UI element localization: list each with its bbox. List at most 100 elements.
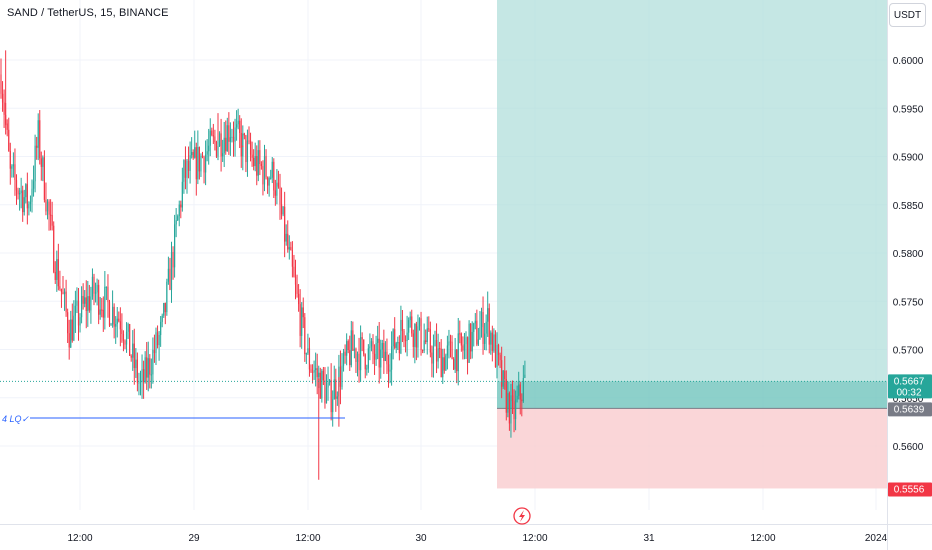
candle-body [288,247,290,250]
candle-body [87,296,89,311]
candle-body [477,339,479,345]
candle-body [19,193,21,195]
x-tick-label: 12:00 [67,533,92,544]
candle-body [270,177,272,179]
candle-body [403,331,405,341]
candle-body [82,295,84,304]
candle-body [324,380,326,404]
candle-body [414,323,416,347]
candle-body [67,312,69,334]
candle-body [465,337,467,345]
candle-body [141,369,143,382]
x-tick-label: 29 [188,533,200,544]
candle-body [377,338,379,343]
candle-body [186,160,188,178]
x-tick-label: 31 [643,533,655,544]
candle-body [342,351,345,366]
y-tick-label: 0.5900 [893,153,924,164]
candle-body [147,358,149,378]
candle-body [229,137,231,142]
candle-body [60,288,63,293]
candle-body [443,357,445,371]
candle-body [34,145,36,182]
candle-series [0,50,526,480]
candle-body [251,154,253,158]
candle-body [273,161,275,191]
candle-body [232,136,235,142]
candle-body [397,342,399,344]
candle-body [153,349,156,354]
candle-body [325,387,328,404]
candle-body [366,368,368,370]
y-tick-label: 0.5800 [893,249,924,260]
candle-body [62,292,64,295]
candle-body [404,340,407,342]
candle-body [108,302,111,326]
candle-body [3,102,5,115]
candle-body [11,166,13,169]
candle-body [77,300,80,326]
candle-body [25,184,27,198]
candle-body [511,395,514,402]
x-tick-label: 12:00 [295,533,320,544]
candle-body [257,150,259,176]
candle-body [406,332,408,341]
candle-body [311,371,314,373]
candle-body [515,399,517,420]
candle-body [375,342,377,360]
last-price-tag-bg [888,374,932,399]
candle-body [104,286,106,318]
candle-body [99,309,101,315]
candle-body [76,300,78,306]
candle-body [363,339,365,355]
entry-price-tag-text: 0.5639 [894,404,925,415]
candle-body [260,164,262,167]
candle-body [149,358,151,375]
active-fill [497,381,887,409]
x-tick-label: 30 [415,533,427,544]
candle-body [268,177,270,186]
candle-body [364,354,366,370]
candle-body [206,151,208,155]
candle-body [0,74,2,94]
stop-price-tag-text: 0.5556 [894,484,925,495]
candle-body [262,166,264,185]
candle-body [491,332,493,351]
currency-button[interactable]: USDT [889,3,926,27]
candle-body [178,204,180,217]
candle-body [152,349,154,375]
candle-body [263,156,266,185]
candle-body [391,346,393,370]
position-zones [497,0,887,489]
y-tick-label: 0.5750 [893,297,924,308]
candle-body [448,341,450,346]
candle-body [160,321,162,336]
candle-body [93,276,95,294]
candle-body [442,357,444,378]
candle-body [205,154,207,173]
candle-body [383,343,385,361]
x-tick-label: 2024 [865,533,888,544]
candle-body [1,93,4,103]
candle-body [240,132,242,157]
x-tick-label: 12:00 [522,533,547,544]
candle-body [367,348,369,369]
candle-body [12,164,14,167]
candle-body [124,340,126,345]
candle-body [203,157,205,173]
price-axis: 0.5600 0.5650 0.5700 0.5750 0.5800 0.5850 0.59… [887,0,932,550]
candle-body [370,341,373,347]
candle-body [125,331,128,345]
candle-body [440,348,442,378]
candle-body [50,214,52,216]
candle-body [476,320,478,345]
last-price-tag-text: 0.5667 [894,376,925,387]
candle-body [490,332,492,345]
candle-body [361,337,363,340]
candle-body [493,334,495,351]
candle-body [17,190,19,195]
candle-body [277,182,280,187]
candle-body [271,161,273,178]
